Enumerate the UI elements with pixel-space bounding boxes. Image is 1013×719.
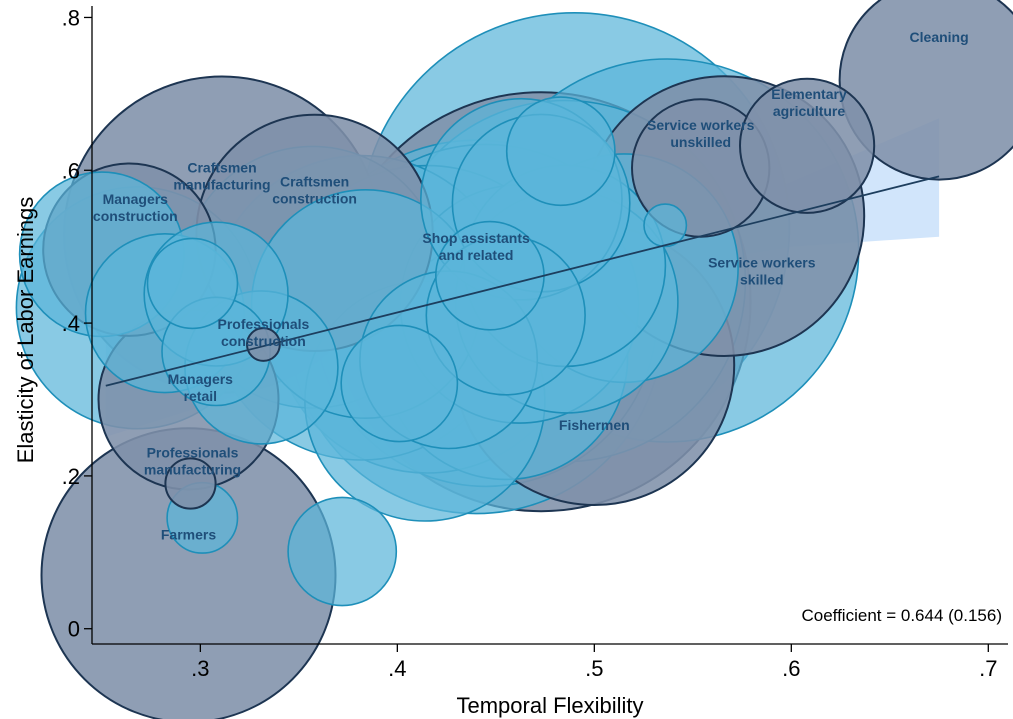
- annotation-10: Fishermen: [559, 417, 630, 433]
- annotation-layer: Cleaning Elementary agriculture Service wor…: [93, 29, 969, 542]
- annotation-11: Professionals manufacturing: [144, 445, 241, 478]
- annotation-line: agriculture: [773, 103, 846, 119]
- annotation-line: retail: [184, 388, 217, 404]
- annotation-line: and related: [439, 247, 514, 263]
- annotation-7: Service workers skilled: [708, 254, 816, 287]
- y-tick-label: .4: [62, 311, 80, 336]
- annotation-line: Professionals: [217, 316, 309, 332]
- annotation-line: construction: [221, 333, 306, 349]
- bubble-dark-44: [246, 327, 281, 362]
- annotation-9: Managers retail: [168, 371, 234, 404]
- x-tick-label: .4: [388, 656, 406, 681]
- annotation-line: Farmers: [161, 526, 216, 542]
- fit-line: [105, 175, 940, 387]
- x-tick-label: .7: [979, 656, 997, 681]
- annotation-line: Fishermen: [559, 417, 630, 433]
- annotation-line: Craftsmen: [280, 173, 349, 189]
- annotation-1: Elementary agriculture: [771, 86, 847, 119]
- x-tick-label: .5: [585, 656, 603, 681]
- x-axis-label: Temporal Flexibility: [456, 693, 643, 718]
- annotation-line: unskilled: [670, 134, 731, 150]
- bubble-light-31: [643, 203, 688, 248]
- annotation-4: Craftsmen construction: [272, 173, 357, 206]
- annotation-2: Service workers unskilled: [647, 117, 755, 150]
- annotation-line: manufacturing: [173, 177, 270, 193]
- y-tick-label: 0: [68, 617, 80, 642]
- annotation-0: Cleaning: [910, 29, 969, 45]
- annotation-line: Professionals: [147, 445, 239, 461]
- annotation-line: Elementary: [771, 86, 847, 102]
- x-tick-label: .3: [191, 656, 209, 681]
- x-tick-label: .6: [782, 656, 800, 681]
- coefficient-text: Coefficient = 0.644 (0.156): [801, 606, 1002, 625]
- annotation-line: Managers: [168, 371, 234, 387]
- bubble-light-29: [146, 237, 239, 330]
- bubble-light-24: [340, 324, 459, 443]
- bubble-light-25: [505, 96, 616, 207]
- annotation-3: Craftsmen manufacturing: [173, 160, 270, 193]
- bubble-dark-38: [838, 0, 1013, 181]
- bubble-dark-42: [739, 77, 876, 214]
- y-tick-label: .2: [62, 464, 80, 489]
- y-axis-label: Elasticity of Labor Earnings: [13, 197, 38, 464]
- bubble-dark-43: [164, 457, 217, 510]
- annotation-5: Managers construction: [93, 191, 178, 224]
- annotation-line: construction: [93, 208, 178, 224]
- annotation-12: Farmers: [161, 526, 216, 542]
- annotation-6: Shop assistants and related: [422, 230, 530, 263]
- fit-line-layer: [105, 175, 940, 387]
- annotation-line: Managers: [103, 191, 169, 207]
- annotation-line: Service workers: [708, 254, 816, 270]
- bubble-layer: [15, 0, 1013, 719]
- annotation-line: Shop assistants: [422, 230, 530, 246]
- annotation-8: Professionals construction: [217, 316, 309, 349]
- annotation-line: Craftsmen: [187, 160, 256, 176]
- y-tick-label: .8: [62, 5, 80, 30]
- annotation-line: skilled: [740, 271, 784, 287]
- annotation-line: Cleaning: [910, 29, 969, 45]
- annotation-line: manufacturing: [144, 462, 241, 478]
- annotation-line: construction: [272, 190, 357, 206]
- axes-layer: 0 .2 .4 .6 .8 .3 .4 .5 .6 .7: [62, 5, 1008, 681]
- y-tick-label: .6: [62, 158, 80, 183]
- bubble-light-26: [287, 496, 398, 607]
- annotation-line: Service workers: [647, 117, 755, 133]
